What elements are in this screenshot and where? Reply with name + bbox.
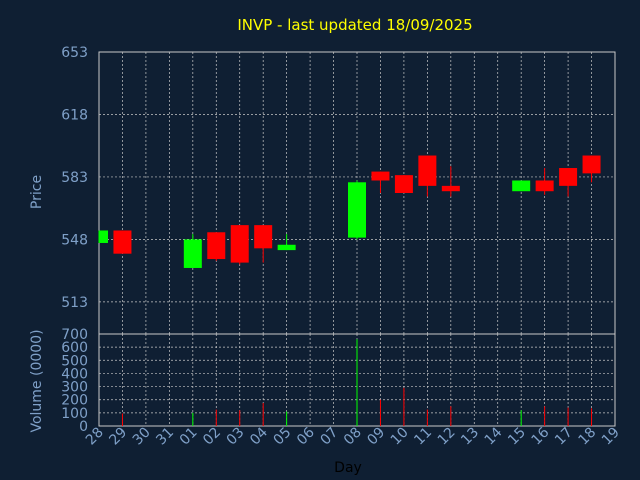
volume-tick-label: 700 [61, 327, 88, 343]
volume-tick-label: 200 [61, 393, 88, 409]
volume-tick-label: 600 [61, 340, 88, 356]
candle-body [230, 225, 249, 263]
candle-body [394, 175, 413, 193]
price-tick-label: 618 [61, 107, 88, 123]
candle-body [183, 239, 202, 268]
volume-tick-label: 100 [61, 406, 88, 422]
candle-body [277, 244, 296, 251]
price-axis-label: Price [29, 175, 45, 209]
candle-body [99, 230, 108, 243]
chart-title: INVP - last updated 18/09/2025 [237, 16, 472, 34]
candle-body [371, 171, 390, 181]
price-tick-label: 653 [61, 45, 88, 61]
price-tick-label: 548 [61, 232, 88, 248]
volume-tick-label: 300 [61, 380, 88, 396]
price-tick-label: 513 [61, 295, 88, 311]
candle-body [254, 225, 273, 249]
volume-tick-label: 400 [61, 366, 88, 382]
candle-body [207, 232, 226, 260]
x-axis-label: Day [334, 460, 362, 476]
price-tick-label: 583 [61, 170, 88, 186]
candle-body [113, 230, 132, 254]
volume-axis-label: Volume (0000) [29, 329, 45, 432]
volume-tick-label: 500 [61, 353, 88, 369]
candle-body [441, 185, 460, 192]
candle-body [512, 180, 531, 192]
candle-body [348, 182, 366, 238]
candle-body [559, 168, 578, 186]
candle-body [535, 180, 554, 192]
candle-body [418, 155, 437, 186]
volume-tick-label: 0 [79, 419, 88, 435]
candle-body [582, 155, 601, 174]
